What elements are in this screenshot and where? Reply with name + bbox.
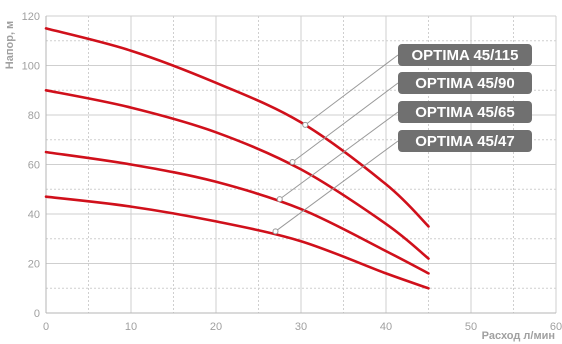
series-line (44, 195, 430, 290)
series-label-text: OPTIMA 45/65 (415, 104, 514, 121)
series-label-text: OPTIMA 45/90 (415, 75, 514, 92)
leader-marker (276, 196, 283, 203)
y-axis-title: Напор, м (4, 21, 16, 69)
series-label-box (398, 44, 532, 66)
axes: 0 20 40 60 80 100 120 0 10 20 30 40 50 60 (22, 11, 562, 333)
y-tick-label: 40 (28, 209, 40, 221)
x-tick-label: 50 (465, 321, 477, 333)
series-label-box (398, 72, 532, 94)
series-label-box (398, 130, 532, 152)
x-tick-label: 30 (295, 321, 307, 333)
leader-marker (289, 159, 296, 166)
y-tick-label: 80 (28, 110, 40, 122)
series-line (44, 150, 430, 275)
series-labels: OPTIMA 45/115 OPTIMA 45/90 OPTIMA 45/65 OPT… (398, 44, 532, 152)
y-tick-label: 20 (28, 259, 40, 271)
leader-marker (302, 121, 309, 128)
leader-line (279, 111, 399, 200)
series-line (44, 89, 430, 260)
x-axis-title: Расход л/мин (482, 330, 555, 342)
x-tick-label: 40 (380, 321, 392, 333)
leader-line (304, 54, 399, 126)
leader-lines (272, 54, 399, 235)
leader-line (292, 82, 399, 163)
series-line (44, 27, 430, 228)
series-label-text: OPTIMA 45/115 (412, 47, 519, 64)
leader-line (275, 140, 399, 232)
y-tick-label: 60 (28, 160, 40, 172)
x-tick-label: 60 (550, 321, 562, 333)
x-tick-label: 10 (125, 321, 137, 333)
leader-marker (272, 228, 279, 235)
y-tick-label: 0 (34, 308, 40, 320)
y-tick-label: 100 (22, 61, 40, 73)
series-label-text: OPTIMA 45/47 (415, 133, 514, 150)
series-label-box (398, 101, 532, 123)
x-tick-label: 20 (210, 321, 222, 333)
series-lines (44, 27, 430, 290)
y-tick-label: 120 (22, 11, 40, 23)
x-tick-label: 0 (43, 321, 49, 333)
